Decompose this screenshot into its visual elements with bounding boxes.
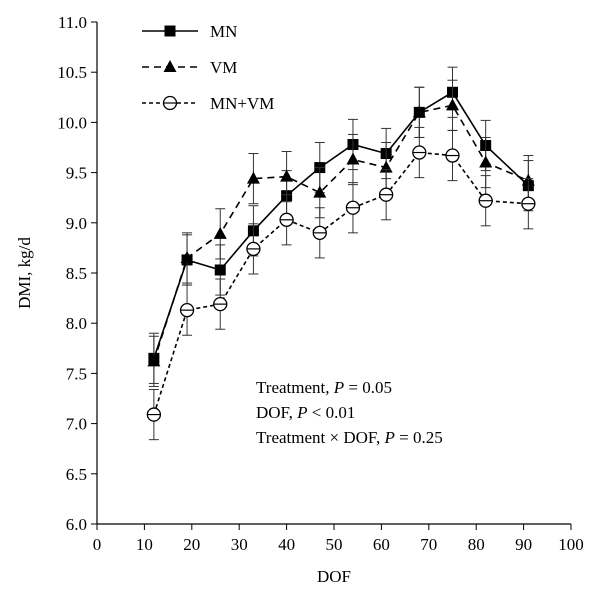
data-point-vm xyxy=(412,105,426,118)
x-tick-label: 10 xyxy=(136,535,153,554)
data-point-vm xyxy=(147,354,161,367)
data-point-vm xyxy=(213,226,227,239)
x-tick-label: 30 xyxy=(231,535,248,554)
y-tick-label: 10.0 xyxy=(57,113,87,132)
y-tick-label: 10.5 xyxy=(57,63,87,82)
series-line-mn-vm xyxy=(153,151,529,415)
legend-label: MN+VM xyxy=(210,94,274,113)
x-tick-label: 0 xyxy=(93,535,102,554)
x-tick-label: 70 xyxy=(420,535,437,554)
data-point-vm xyxy=(246,171,260,184)
legend-label: MN xyxy=(210,22,237,41)
x-tick-label: 80 xyxy=(468,535,485,554)
y-axis-title: DMI, kg/d xyxy=(15,237,34,309)
data-point-vm xyxy=(280,169,294,182)
x-tick-label: 100 xyxy=(558,535,584,554)
legend-label: VM xyxy=(210,58,237,77)
data-point-vm xyxy=(180,250,194,263)
x-tick-label: 60 xyxy=(373,535,390,554)
series-line-vm xyxy=(153,104,529,362)
y-tick-label: 8.5 xyxy=(66,264,87,283)
data-point-vm xyxy=(313,185,327,198)
annotation-text: Treatment × DOF, P = 0.25 xyxy=(256,428,443,447)
x-tick-label: 50 xyxy=(326,535,343,554)
legend-marker xyxy=(164,25,176,37)
y-tick-label: 7.5 xyxy=(66,364,87,383)
y-tick-label: 11.0 xyxy=(58,13,87,32)
x-tick-label: 40 xyxy=(278,535,295,554)
x-tick-label: 90 xyxy=(515,535,532,554)
annotation-text: Treatment, P = 0.05 xyxy=(256,378,392,397)
y-tick-label: 7.0 xyxy=(66,415,87,434)
x-axis-title: DOF xyxy=(317,567,351,586)
y-tick-label: 8.0 xyxy=(66,314,87,333)
data-point-vm xyxy=(446,98,459,111)
legend-marker xyxy=(163,60,177,72)
annotation-text: DOF, P < 0.01 xyxy=(256,403,355,422)
y-tick-label: 6.5 xyxy=(66,465,87,484)
y-tick-label: 6.0 xyxy=(66,515,87,534)
series-line-mn xyxy=(153,91,529,359)
y-tick-label: 9.5 xyxy=(66,164,87,183)
data-point-vm xyxy=(346,152,360,165)
y-tick-label: 9.0 xyxy=(66,214,87,233)
data-point-mn xyxy=(214,264,226,276)
data-point-vm xyxy=(479,155,493,168)
x-tick-label: 20 xyxy=(183,535,200,554)
